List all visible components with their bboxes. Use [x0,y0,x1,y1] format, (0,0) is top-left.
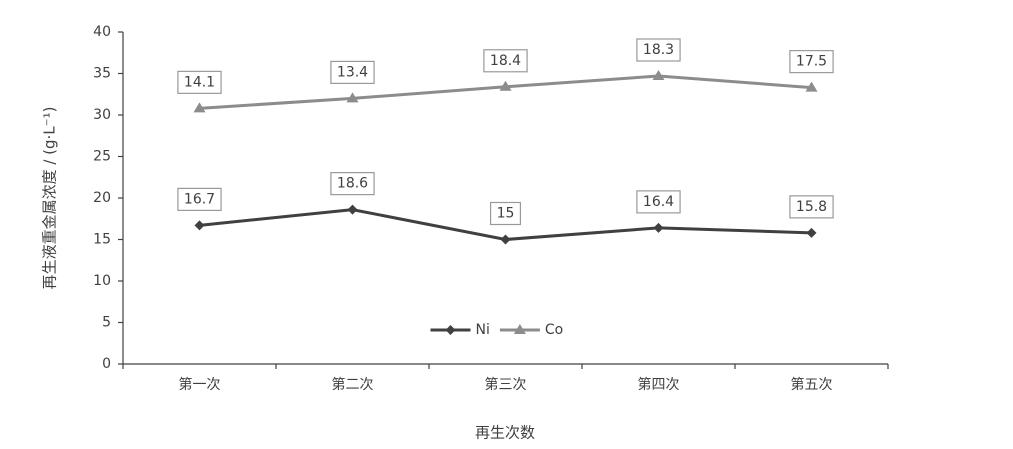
y-tick-label: 40 [93,24,111,40]
data-label-box [489,201,522,226]
data-label: 14.1 [184,74,215,90]
y-tick-label: 10 [93,273,111,289]
data-label-box [330,172,375,196]
x-tick-label: 第一次 [179,376,221,393]
y-tick-label: 25 [93,149,111,165]
x-axis-title: 再生次数 [475,424,535,442]
point [652,69,665,80]
point [805,81,818,92]
y-axis-title: 再生液重金属浓度 / (g·L⁻¹) [41,107,59,290]
y-tick-label: 20 [93,190,111,206]
data-label-box [177,70,222,94]
point [193,102,206,113]
y-tick-label: 30 [93,107,111,123]
data-label: 18.6 [337,176,368,192]
point [499,80,512,91]
legend-marker [513,324,526,334]
legend-marker [445,325,456,335]
point [194,220,205,231]
data-label: 15 [497,206,515,222]
data-label-box [483,49,528,73]
data-label-box [789,50,834,74]
data-label: 16.4 [643,194,674,210]
y-tick-label: 5 [102,315,111,331]
data-label-box [636,38,681,62]
data-label: 13.4 [337,64,368,80]
data-label: 18.4 [490,53,521,69]
data-label-box [789,195,834,219]
point [347,204,358,215]
point [806,227,817,238]
data-label: 15.8 [796,199,827,215]
legend-label: Co [545,322,563,338]
x-tick-label: 第五次 [791,376,833,393]
data-label: 17.5 [796,54,827,70]
x-tick-label: 第二次 [332,376,374,393]
y-tick-label: 15 [93,232,111,248]
data-label: 18.3 [643,42,674,58]
data-label-box [636,190,681,214]
data-label-box [330,60,375,85]
x-tick-label: 第四次 [638,376,680,393]
x-tick-label: 第三次 [485,376,527,393]
y-tick-label: 0 [102,356,111,372]
point [500,234,511,245]
data-label: 16.7 [184,191,215,207]
y-tick-label: 35 [93,66,111,82]
point [346,92,359,103]
point [653,222,664,233]
legend-label: Ni [476,322,490,338]
data-label-box [177,187,222,211]
